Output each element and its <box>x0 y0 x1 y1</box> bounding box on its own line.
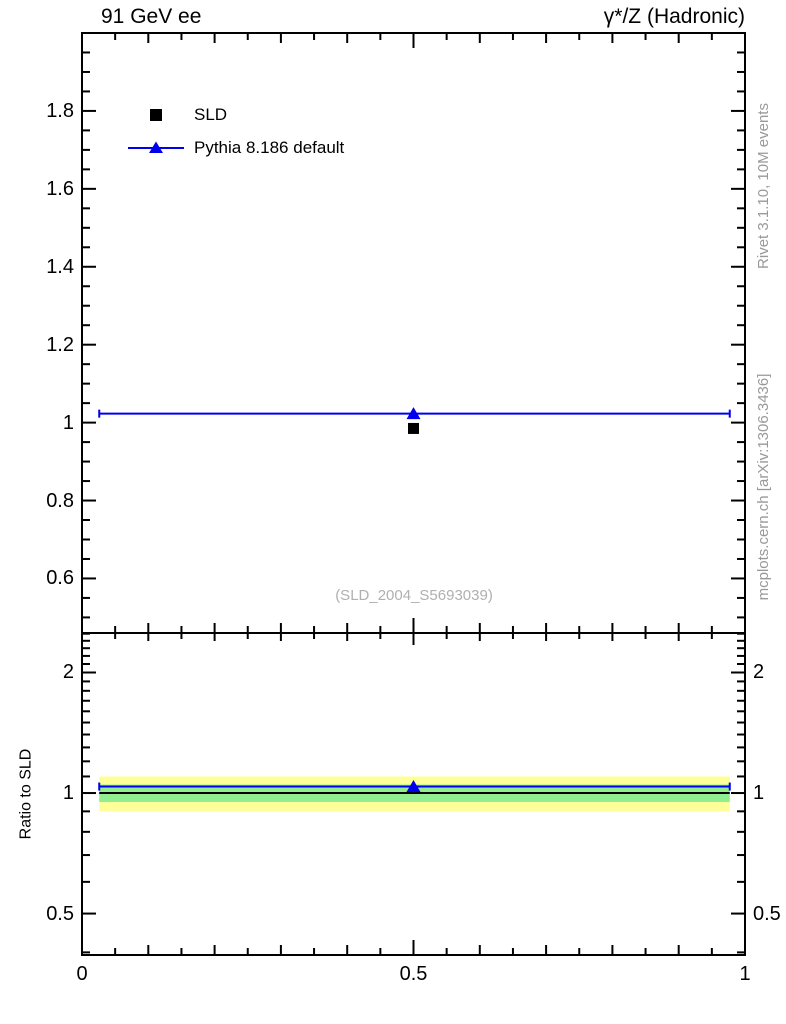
process-title: γ*/Z (Hadronic) <box>603 5 745 28</box>
main-y-tick-label: 1.4 <box>46 255 74 278</box>
rivet-version-label: Rivet 3.1.10, 10M events <box>755 103 772 269</box>
x-axis-tick-label: 0 <box>76 963 88 985</box>
ratio-y-tick-label-left: 2 <box>62 661 74 684</box>
legend: SLD Pythia 8.186 default <box>127 105 344 171</box>
legend-label-sld: SLD <box>194 105 228 124</box>
main-y-tick-label: 0.6 <box>46 567 74 590</box>
legend-item-pythia: Pythia 8.186 default <box>127 138 344 158</box>
main-mc-triangle-marker <box>406 407 421 420</box>
ratio-y-tick-label-right: 1 <box>753 782 765 805</box>
main-y-tick-label: 1.8 <box>46 99 74 122</box>
main-y-tick-label: 1 <box>62 411 74 434</box>
beam-energy-title: 91 GeV ee <box>101 5 202 28</box>
ratio-y-tick-label-right: 0.5 <box>753 902 781 925</box>
main-y-tick-label: 1.6 <box>46 177 74 200</box>
sld-data-point <box>408 422 419 434</box>
ratio-y-tick-label-left: 0.5 <box>46 902 74 925</box>
sld-square-marker-icon <box>127 107 185 123</box>
main-y-tick-label: 1.2 <box>46 333 74 356</box>
main-y-tick-label: 0.8 <box>46 489 74 512</box>
analysis-id-watermark: (SLD_2004_S5693039) <box>335 587 493 604</box>
ratio-y-tick-label-right: 2 <box>753 661 765 684</box>
ratio-y-tick-label-left: 1 <box>62 782 74 805</box>
x-axis-tick-label: 0.5 <box>399 963 428 985</box>
ratio-mc-triangle-marker <box>406 780 421 793</box>
mcplots-credit-label: mcplots.cern.ch [arXiv:1306.3436] <box>755 373 772 601</box>
ratio-panel-frame <box>81 632 746 956</box>
x-axis-tick-label: 1 <box>739 963 751 985</box>
legend-label-pythia: Pythia 8.186 default <box>194 138 345 157</box>
legend-item-sld: SLD <box>127 105 344 125</box>
pythia-line-triangle-marker-icon <box>127 140 185 156</box>
